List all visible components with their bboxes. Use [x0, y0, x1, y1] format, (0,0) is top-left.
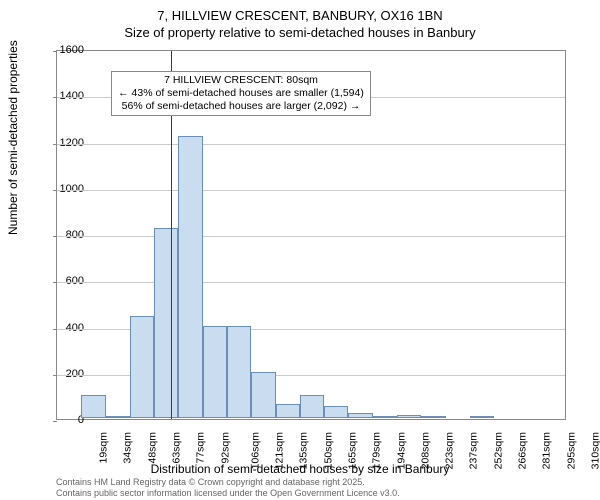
xtick-label: 150sqm [322, 432, 334, 469]
histogram-bar [470, 416, 494, 418]
xtick-label: 223sqm [444, 432, 456, 469]
ytick-label: 800 [48, 229, 84, 241]
xtick-label: 179sqm [371, 432, 383, 469]
annotation-line: 7 HILLVIEW CRESCENT: 80sqm [118, 74, 364, 87]
ytick-label: 1400 [48, 90, 84, 102]
xtick-label: 63sqm [171, 432, 183, 464]
histogram-bar [81, 395, 105, 418]
histogram-bar [300, 395, 324, 418]
xtick-label: 266sqm [516, 432, 528, 469]
xtick-label: 208sqm [419, 432, 431, 469]
xtick-label: 295sqm [565, 432, 577, 469]
ytick-label: 600 [48, 275, 84, 287]
xtick-label: 281sqm [541, 432, 553, 469]
plot-region: 7 HILLVIEW CRESCENT: 80sqm← 43% of semi-… [56, 50, 566, 420]
xtick-label: 77sqm [195, 432, 207, 464]
ytick-label: 1000 [48, 183, 84, 195]
xtick-label: 310sqm [589, 432, 600, 469]
histogram-bar [203, 326, 227, 419]
annotation-box: 7 HILLVIEW CRESCENT: 80sqm← 43% of semi-… [111, 71, 371, 116]
xtick-label: 165sqm [346, 432, 358, 469]
histogram-bar [106, 416, 130, 418]
xtick-label: 135sqm [298, 432, 310, 469]
gridline [57, 190, 565, 191]
xtick-label: 237sqm [468, 432, 480, 469]
histogram-bar [373, 416, 397, 418]
ytick-label: 0 [48, 414, 84, 426]
chart-area: 7 HILLVIEW CRESCENT: 80sqm← 43% of semi-… [56, 50, 566, 420]
credit-line-2: Contains public sector information licen… [56, 488, 400, 498]
gridline [57, 282, 565, 283]
gridline [57, 144, 565, 145]
histogram-bar [348, 413, 372, 418]
credit-line-1: Contains HM Land Registry data © Crown c… [56, 477, 400, 487]
xtick-label: 34sqm [122, 432, 134, 464]
annotation-line: 56% of semi-detached houses are larger (… [118, 100, 364, 113]
xtick-label: 252sqm [492, 432, 504, 469]
histogram-bar [421, 416, 445, 418]
histogram-bar [251, 372, 275, 418]
histogram-bar [324, 406, 348, 418]
title-address: 7, HILLVIEW CRESCENT, BANBURY, OX16 1BN [0, 8, 600, 23]
ytick-label: 200 [48, 368, 84, 380]
histogram-bar [154, 228, 178, 418]
xtick-label: 48sqm [146, 432, 158, 464]
histogram-bar [178, 136, 202, 418]
ytick-label: 1200 [48, 137, 84, 149]
xtick-label: 92sqm [219, 432, 231, 464]
chart-title-block: 7, HILLVIEW CRESCENT, BANBURY, OX16 1BN … [0, 0, 600, 40]
xtick-label: 19sqm [98, 432, 110, 464]
credits-block: Contains HM Land Registry data © Crown c… [56, 477, 400, 498]
histogram-bar [227, 326, 251, 419]
gridline [57, 236, 565, 237]
xtick-label: 121sqm [274, 432, 286, 469]
xtick-label: 106sqm [249, 432, 261, 469]
ytick-label: 400 [48, 322, 84, 334]
ytick-label: 1600 [48, 44, 84, 56]
histogram-bar [130, 316, 154, 418]
title-subtitle: Size of property relative to semi-detach… [0, 25, 600, 40]
histogram-bar [397, 415, 421, 418]
xtick-label: 194sqm [395, 432, 407, 469]
histogram-bar [276, 404, 300, 418]
y-axis-label: Number of semi-detached properties [6, 40, 20, 235]
annotation-line: ← 43% of semi-detached houses are smalle… [118, 87, 364, 100]
